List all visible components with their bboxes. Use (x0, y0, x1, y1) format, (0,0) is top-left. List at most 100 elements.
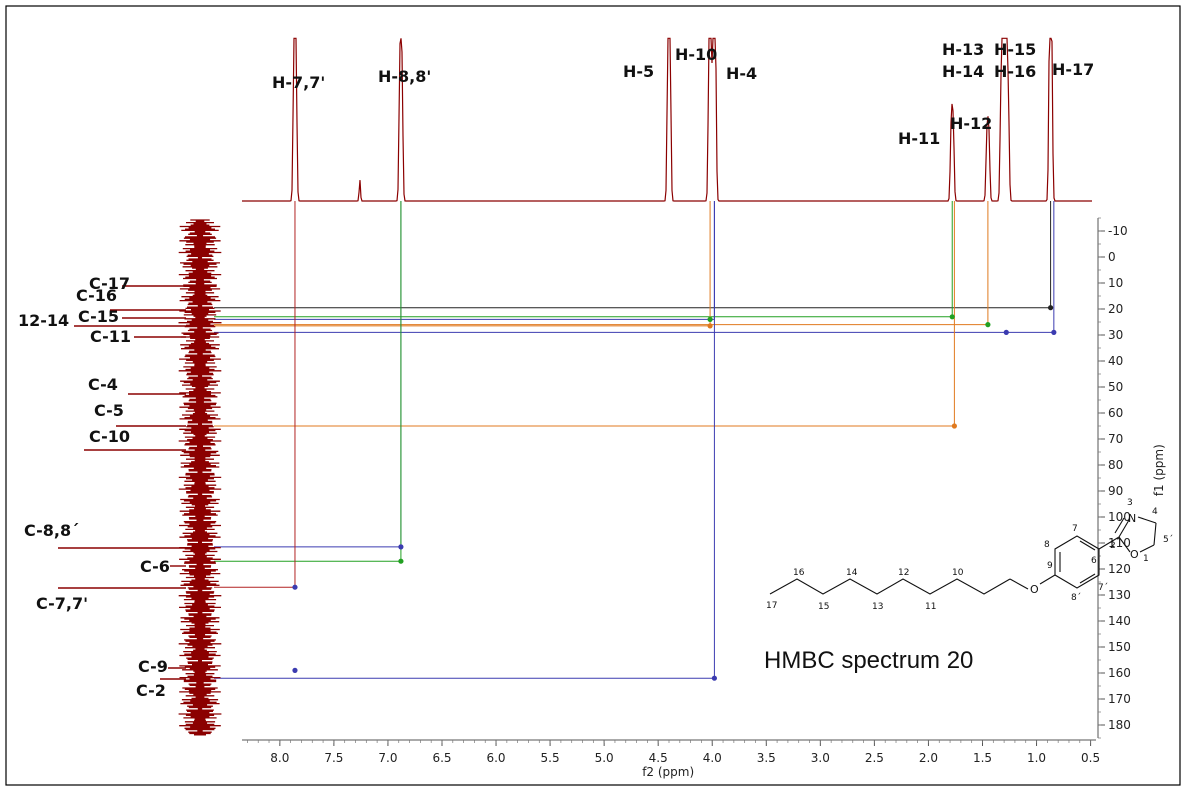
y-tick-label: 70 (1108, 432, 1123, 446)
benzene-double-bond (1079, 573, 1096, 584)
atom-number: 7´ (1098, 582, 1108, 593)
x-tick-label: 5.0 (595, 751, 614, 765)
proton-peak-label: H-12 (950, 114, 992, 133)
y-tick-label: 60 (1108, 406, 1123, 420)
ring-oxygen: O (1130, 548, 1139, 561)
atom-number: 11 (925, 602, 936, 612)
carbon-peak-label: C-4 (88, 375, 118, 394)
x-tick-label: 6.0 (486, 751, 505, 765)
aryl-c2-bond (1098, 536, 1120, 550)
atom-number: 10 (952, 568, 964, 578)
atom-number: 6 (1091, 556, 1097, 566)
x-tick-label: 3.5 (757, 751, 776, 765)
atom-number: 8´ (1071, 592, 1081, 603)
proton-projection (242, 37, 1092, 202)
atom-number: 8 (1044, 540, 1050, 550)
y-tick-label: 180 (1108, 718, 1131, 732)
carbon-peak-label: C-2 (136, 681, 166, 700)
proton-peak-label: H-5 (623, 62, 654, 81)
x-tick-label: 1.0 (1027, 751, 1046, 765)
hmbc-cross-peak (707, 323, 713, 329)
proton-peak-label: H-11 (898, 129, 940, 148)
molecule-labels: 16 17 15 14 13 12 11 10 O 9 8 8 7 6 8´ 7… (766, 498, 1173, 612)
proton-peak-label: H-7,7' (272, 73, 325, 92)
proton-peak-label: H-17 (1052, 60, 1094, 79)
carbon-peak-label: C-8,8´ (24, 521, 79, 540)
y-tick-label: 30 (1108, 328, 1123, 342)
hmbc-cross-peak (292, 584, 298, 590)
atom-number: 15 (818, 602, 829, 612)
y-tick-label: -10 (1108, 224, 1128, 238)
y-tick-label: 110 (1108, 536, 1131, 550)
hmbc-cross-peak (1003, 329, 1009, 335)
carbon-peak-label: C-11 (90, 327, 131, 346)
atom-number: 1 (1143, 554, 1149, 564)
correlation-peaks (292, 305, 1057, 681)
y-tick-label: 150 (1108, 640, 1131, 654)
ring-ether-bond (1039, 574, 1056, 585)
y-tick-label: 140 (1108, 614, 1131, 628)
y-tick-label: 40 (1108, 354, 1123, 368)
x-tick-label: 7.5 (324, 751, 343, 765)
hmbc-cross-peak (951, 423, 957, 429)
n-c4-bond (1137, 516, 1157, 524)
ring-nitrogen: N (1128, 512, 1136, 525)
carbon-peak-label: C-5 (94, 401, 124, 420)
proton-1d-spectrum-trace (242, 37, 1092, 202)
carbon-peak-label: 12-14 (18, 311, 69, 330)
c5-o-bond (1139, 544, 1155, 553)
x-axis: 8.0 7.5 7.0 6.5 6.0 5.5 5.0 4.5 4.0 3.5 3.0 2.5 2.0 1… (242, 739, 1100, 779)
hmbc-cross-peak (707, 316, 713, 322)
carbon-peak-label: C-10 (89, 427, 130, 446)
ether-bond (1009, 578, 1029, 590)
y-tick-label: 100 (1108, 510, 1131, 524)
o-c2-bond (1118, 536, 1131, 553)
x-tick-label: 7.0 (378, 751, 397, 765)
proton-labels: H-7,7' H-8,8' H-5 H-10 H-4 H-11 H-12 H-13 H-14 H-… (272, 40, 1094, 148)
y-tick-label: 10 (1108, 276, 1123, 290)
carbon-peak-label: C-15 (78, 307, 119, 326)
atom-number: 14 (846, 568, 858, 578)
alkyl-chain-bonds (769, 578, 1011, 595)
proton-peak-label: H-15 (994, 40, 1036, 59)
proton-peak-label: H-8,8' (378, 67, 431, 86)
hmbc-cross-peak (711, 675, 718, 681)
x-tick-label: 4.5 (649, 751, 668, 765)
proton-peak-label: H-10 (675, 45, 717, 64)
hmbc-cross-peak (1051, 329, 1057, 335)
atom-number: 7 (1072, 524, 1078, 534)
atom-number: 16 (793, 568, 805, 578)
y-axis: -10 0 10 20 30 40 50 60 70 80 90 100 110 120 130 140 150… (1097, 217, 1166, 739)
x-tick-label: 3.0 (811, 751, 830, 765)
carbon-peak-label: C-17 (89, 274, 130, 293)
carbon-labels: C-17C-16 C-15 12-14 C-11 C-4 C-5 C-10 C-8,8´ C-6… (18, 274, 186, 700)
proton-peak-label: H-4 (726, 64, 757, 83)
molecule-structure (769, 516, 1157, 595)
y-tick-label: 160 (1108, 666, 1131, 680)
hmbc-cross-peak (1047, 305, 1054, 311)
y-tick-label: 80 (1108, 458, 1123, 472)
x-tick-label: 0.5 (1081, 751, 1100, 765)
benzene-double-bond (1079, 540, 1096, 551)
x-tick-label: 1.5 (973, 751, 992, 765)
hmbc-cross-peak (985, 322, 991, 328)
carbon-projection (178, 219, 222, 736)
atom-number: 5´ (1163, 534, 1173, 545)
atom-number: 12 (898, 568, 909, 578)
x-tick-label: 4.0 (703, 751, 722, 765)
y-tick-label: 170 (1108, 692, 1131, 706)
atom-number: 3 (1127, 498, 1133, 508)
carbon-peak-label: C-9 (138, 657, 168, 676)
hmbc-cross-peak (949, 314, 955, 320)
atom-number: 4 (1152, 507, 1158, 517)
c2-n-double-bond-inner (1114, 517, 1125, 534)
carbon-peak-label: C-16 (76, 286, 117, 305)
y-tick-label: 90 (1108, 484, 1123, 498)
atom-number: 9 (1047, 561, 1053, 571)
atom-number: 17 (766, 601, 777, 611)
ether-oxygen: O (1030, 583, 1039, 596)
carbon-peak-label: C-6 (140, 557, 170, 576)
y-tick-label: 20 (1108, 302, 1123, 316)
carbon-peak-label: C-7,7' (36, 594, 88, 613)
